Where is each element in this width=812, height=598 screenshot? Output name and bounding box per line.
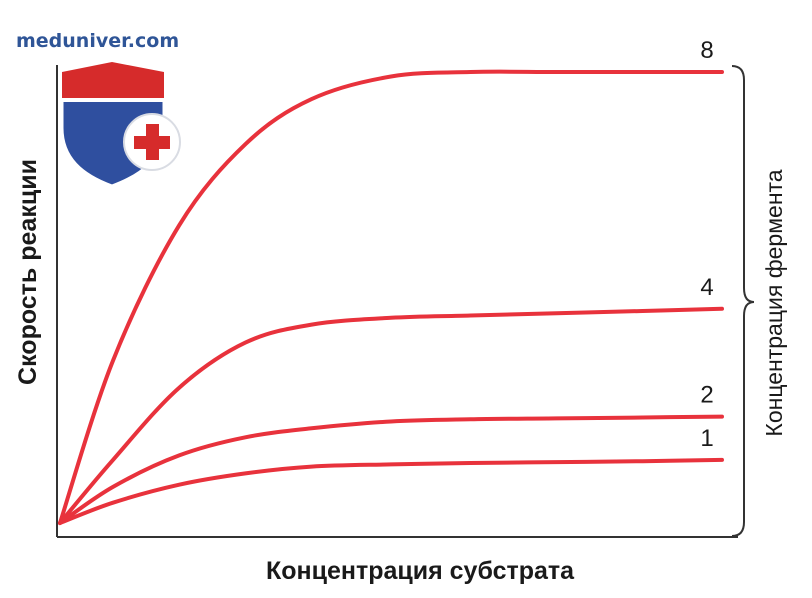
series-4: 4 <box>58 274 724 525</box>
series-label-4: 4 <box>700 274 713 301</box>
watermark-site-text: meduniver.com <box>16 30 179 52</box>
series-label-2: 2 <box>700 382 713 409</box>
series-label-8: 8 <box>700 37 713 64</box>
series-line-1 <box>58 457 724 525</box>
shield-logo-icon <box>60 60 181 188</box>
series-line-4 <box>58 306 724 525</box>
series-line-8 <box>58 69 724 525</box>
series-1: 1 <box>58 425 724 525</box>
x-axis-label: Концентрация субстрата <box>266 557 575 585</box>
series-line-2 <box>58 414 724 525</box>
watermark: meduniver.com <box>16 30 181 188</box>
brace-label: Концентрация фермента <box>761 169 787 436</box>
series-layer: 8 4 2 1 <box>58 37 724 525</box>
y-axis-label: Скорость реакции <box>14 159 42 385</box>
series-8: 8 <box>58 37 724 525</box>
series-2: 2 <box>58 382 724 525</box>
series-label-1: 1 <box>700 425 713 452</box>
enzyme-brace <box>731 65 755 537</box>
